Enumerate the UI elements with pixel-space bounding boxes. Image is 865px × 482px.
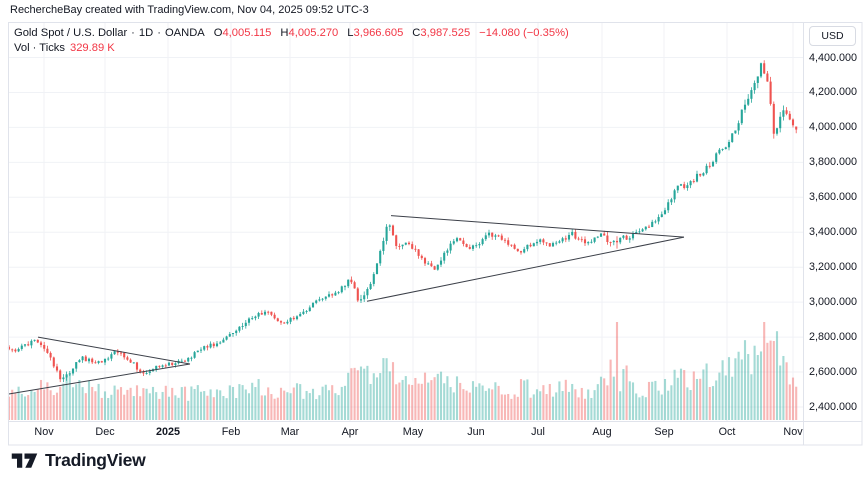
time-tick-label: Dec — [95, 426, 115, 438]
time-tick-label: Aug — [592, 426, 612, 438]
time-tick-label: Oct — [718, 426, 736, 438]
time-tick-label: Jun — [467, 426, 485, 438]
legend-row-volume: Vol · Ticks 329.89 K — [14, 41, 569, 55]
volume-layer — [7, 322, 798, 420]
ohlc-low: L3,966.605 — [347, 27, 404, 39]
price-tick-label: 4,400.000 — [808, 51, 858, 64]
price-tick-label: 3,000.000 — [808, 296, 858, 309]
price-tick-label: 3,400.000 — [808, 226, 858, 239]
price-tick-label: 2,400.000 — [808, 401, 858, 413]
gridlines — [8, 22, 803, 421]
time-tick-label: Sep — [654, 426, 674, 438]
pane-borders — [8, 22, 863, 446]
symbol-title[interactable]: Gold Spot / U.S. Dollar — [14, 27, 128, 39]
change-readout: −14.080 (−0.35%) — [479, 27, 569, 39]
time-tick-label: Jul — [531, 426, 545, 438]
candles-layer — [7, 60, 798, 383]
time-tick-label: Mar — [280, 426, 300, 438]
exchange-label[interactable]: OANDA — [164, 27, 205, 39]
time-tick-label: Apr — [341, 426, 359, 438]
legend-separator: · — [131, 27, 135, 39]
ohlc-high: H4,005.270 — [280, 27, 339, 39]
time-tick-label: 2025 — [155, 426, 181, 438]
interval-label[interactable]: 1D — [138, 27, 154, 39]
price-tick-label: 4,000.000 — [808, 121, 858, 134]
price-tick-label: 4,200.000 — [808, 86, 858, 99]
chart-legend: Gold Spot / U.S. Dollar · 1D · OANDA O4,… — [14, 26, 569, 55]
time-tick-label: Nov — [783, 426, 803, 438]
price-tick-label: 3,800.000 — [808, 156, 858, 169]
volume-value: 329.89 K — [69, 42, 115, 54]
price-tick-label: 2,800.000 — [808, 331, 858, 344]
price-tick-label: 2,600.000 — [808, 366, 858, 379]
time-tick-label: May — [402, 426, 424, 438]
legend-separator: · — [157, 27, 161, 39]
price-axis[interactable]: USD 4,400.000 4,200.000 4,000.000 3,800.000… — [804, 22, 862, 421]
legend-row-symbol: Gold Spot / U.S. Dollar · 1D · OANDA O4,… — [14, 26, 569, 40]
ohlc-open: O4,005.115 — [213, 27, 272, 39]
currency-button[interactable]: USD — [809, 26, 856, 46]
footer: TradingView — [11, 450, 146, 471]
time-tick-label: Feb — [221, 426, 241, 438]
price-tick-label: 3,200.000 — [808, 261, 858, 274]
time-tick-label: Nov — [34, 426, 54, 438]
tradingview-logo-icon — [11, 453, 38, 468]
volume-label[interactable]: Vol · Ticks — [14, 42, 65, 54]
attribution-text: RechercheBay created with TradingView.co… — [10, 4, 369, 16]
trendlines-layer — [7, 215, 685, 395]
time-axis[interactable]: Nov Dec 2025 Feb Mar Apr May Jun Jul Aug Sep Oct Nov — [8, 421, 803, 445]
ohlc-close: C3,987.525 — [412, 27, 471, 39]
tradingview-logo-text: TradingView — [45, 450, 146, 470]
price-tick-label: 3,600.000 — [808, 191, 858, 204]
